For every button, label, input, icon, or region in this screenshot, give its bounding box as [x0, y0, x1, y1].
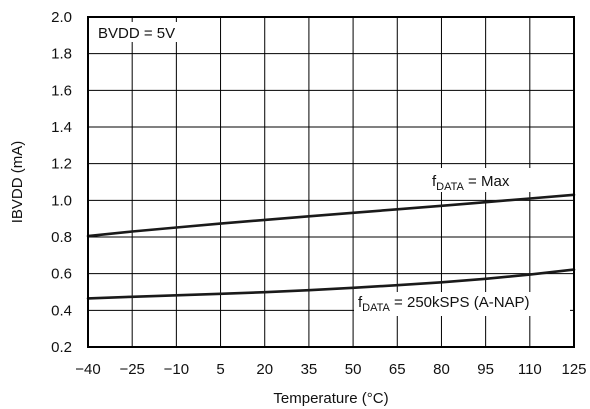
x-tick-label: −40: [75, 361, 100, 378]
condition-annotation: BVDD = 5V: [92, 22, 198, 42]
series-layer: [86, 193, 576, 300]
y-tick-label: 0.4: [51, 302, 72, 319]
series-1-label: fDATA = Max: [432, 173, 510, 193]
y-tick-labels: 0.2 0.4 0.6 0.8 1.0 1.2 1.4 1.6 1.8 2.0: [51, 9, 72, 356]
y-tick-label: 1.4: [51, 119, 72, 136]
y-tick-label: 1.6: [51, 82, 72, 99]
y-tick-label: 0.8: [51, 229, 72, 246]
y-tick-label: 1.2: [51, 156, 72, 173]
x-tick-label: 35: [301, 361, 318, 378]
series-2-annotation: fDATA = 250kSPS (A-NAP): [354, 292, 570, 316]
x-tick-label: 65: [389, 361, 406, 378]
plot-frame: [87, 16, 575, 348]
x-tick-label: −10: [164, 361, 189, 378]
y-tick-label: 1.8: [51, 46, 72, 63]
series-line-2: [86, 268, 576, 300]
x-tick-label: −25: [119, 361, 144, 378]
x-tick-label: 80: [433, 361, 450, 378]
x-tick-labels: −40 −25 −10 5 20 35 50 65 80 95 110 125: [75, 361, 586, 378]
y-tick-label: 1.0: [51, 192, 72, 209]
condition-label: BVDD = 5V: [98, 25, 175, 42]
x-tick-label: 5: [216, 361, 224, 378]
y-tick-label: 2.0: [51, 9, 72, 26]
series-1-annotation: fDATA = Max: [428, 168, 533, 193]
y-axis-label: IBVDD (mA): [9, 141, 26, 224]
x-axis-label: Temperature (°C): [273, 390, 388, 407]
x-tick-label: 20: [256, 361, 273, 378]
x-tick-label: 95: [477, 361, 494, 378]
x-tick-label: 110: [518, 361, 542, 378]
series-line-1: [86, 193, 576, 238]
x-tick-label: 50: [345, 361, 362, 378]
y-tick-label: 0.6: [51, 266, 72, 283]
y-tick-label: 0.2: [51, 339, 72, 356]
x-tick-label: 125: [561, 361, 586, 378]
series-2-label: fDATA = 250kSPS (A-NAP): [358, 294, 530, 314]
